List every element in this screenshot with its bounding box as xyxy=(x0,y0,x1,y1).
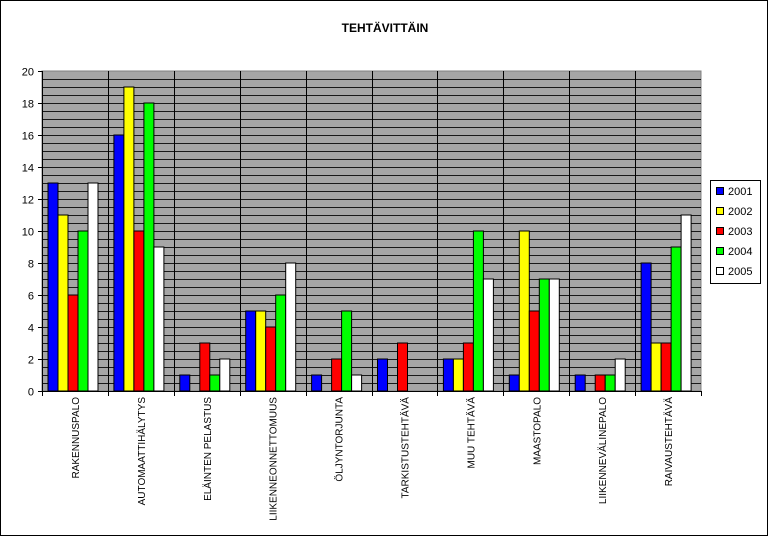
y-tick-label: 16 xyxy=(22,131,34,143)
bar-2001-1 xyxy=(47,182,59,392)
bar-2005-9 xyxy=(614,358,626,392)
legend-label-2001: 2001 xyxy=(728,186,752,198)
y-tick-label: 0 xyxy=(28,387,34,399)
bar-2004-3 xyxy=(209,374,221,392)
bar-2002-7 xyxy=(452,358,464,392)
bar-2004-7 xyxy=(472,230,484,392)
bar-2004-10 xyxy=(670,246,682,392)
chart-title: TEHTÄVITTÄIN xyxy=(342,20,429,35)
bar-2004-2 xyxy=(143,102,155,392)
bar-2005-3 xyxy=(219,358,231,392)
bar-2003-5 xyxy=(331,358,343,392)
bar-2004-5 xyxy=(341,310,353,392)
legend-swatch-2004 xyxy=(716,247,724,255)
bar-2005-10 xyxy=(680,214,692,392)
category-label: ÖLJYNTORJUNTA xyxy=(334,397,346,482)
bar-2002-2 xyxy=(123,86,135,392)
bar-2003-7 xyxy=(462,342,474,392)
y-tick-label: 18 xyxy=(22,99,34,111)
bar-2001-7 xyxy=(442,358,454,392)
bar-2005-8 xyxy=(548,278,560,392)
bar-2004-1 xyxy=(77,230,89,392)
bar-2001-3 xyxy=(179,374,191,392)
legend-label-2005: 2005 xyxy=(728,266,752,278)
bar-2003-3 xyxy=(199,342,211,392)
bar-2004-8 xyxy=(538,278,550,392)
bar-2001-5 xyxy=(311,374,323,392)
bar-2002-8 xyxy=(518,230,530,392)
legend-swatch-2002 xyxy=(716,207,724,215)
y-tick-label: 20 xyxy=(22,67,34,79)
bar-2003-4 xyxy=(265,326,277,392)
bar-2001-2 xyxy=(113,134,125,392)
category-label: LIIKENNEONNETTOMUUS xyxy=(269,397,280,521)
plot-area: 0 2 4 6 8 10 12 14 16 18 20 RAKENNUSPALO AUTOMAATTIH… xyxy=(22,67,702,521)
y-tick-label: 14 xyxy=(22,163,34,175)
bar-2003-10 xyxy=(660,342,672,392)
bar-2002-4 xyxy=(255,310,267,392)
bar-2003-9 xyxy=(594,374,606,392)
bar-2003-2 xyxy=(133,230,145,392)
legend-label-2002: 2002 xyxy=(728,206,752,218)
bar-2005-1 xyxy=(87,182,99,392)
bar-2002-10 xyxy=(650,342,662,392)
legend-swatch-2001 xyxy=(716,187,724,195)
bar-2001-9 xyxy=(574,374,586,392)
bar-2001-8 xyxy=(508,374,520,392)
bar-2001-10 xyxy=(640,262,652,392)
category-label: MAASTOPALO xyxy=(532,397,543,465)
category-label: AUTOMAATTIHÄLYTYS xyxy=(136,397,148,506)
y-tick-label: 4 xyxy=(28,323,34,335)
bar-2003-8 xyxy=(528,310,540,392)
category-label: RAKENNUSPALO xyxy=(71,397,82,479)
legend-label-2004: 2004 xyxy=(728,246,752,258)
category-label: ELÄINTEN PELASTUS xyxy=(202,397,214,501)
legend: 2001 2002 2003 2004 2005 xyxy=(710,180,761,284)
category-label: TARKISTUSTEHTÄVÄ xyxy=(399,397,411,499)
category-label: LIIKENNEVÄLINEPALO xyxy=(597,397,609,504)
legend-swatch-2005 xyxy=(716,267,724,275)
bar-2005-7 xyxy=(482,278,494,392)
bar-2004-4 xyxy=(275,294,287,392)
y-tick-label: 8 xyxy=(28,259,34,271)
legend-swatch-2003 xyxy=(716,227,724,235)
legend-label-2003: 2003 xyxy=(728,226,752,238)
bar-2005-5 xyxy=(351,374,363,392)
y-tick-label: 6 xyxy=(28,291,34,303)
bar-2001-6 xyxy=(377,358,388,392)
bar-2005-2 xyxy=(153,246,165,392)
bar-2003-6 xyxy=(397,342,408,392)
bar-2002-1 xyxy=(57,214,69,392)
y-tick-label: 2 xyxy=(28,355,34,367)
bar-2001-4 xyxy=(245,310,257,392)
category-label: RAIVAUSTEHTÄVÄ xyxy=(663,397,675,487)
bar-2005-4 xyxy=(285,262,297,392)
bar-2003-1 xyxy=(67,294,79,392)
category-label: MUU TEHTÄVÄ xyxy=(465,397,477,469)
bar-2004-9 xyxy=(604,374,616,392)
y-tick-label: 12 xyxy=(22,195,34,207)
y-tick-label: 10 xyxy=(22,227,34,239)
